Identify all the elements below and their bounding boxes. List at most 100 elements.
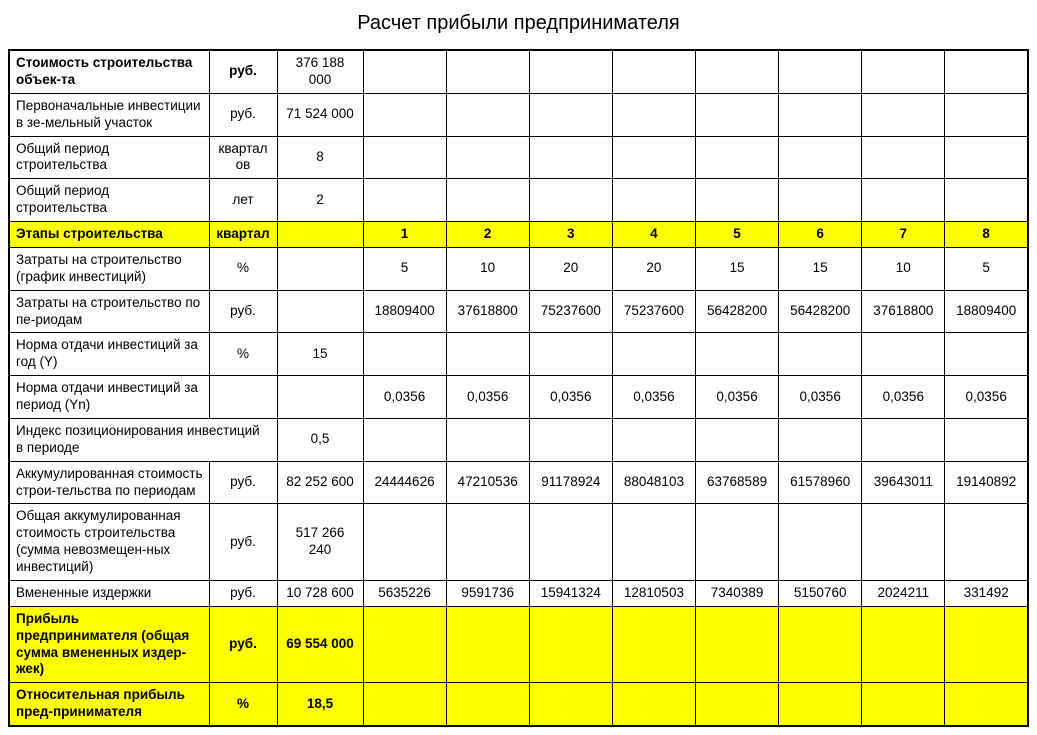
quarter-cell <box>612 418 695 461</box>
quarter-cell: 15 <box>696 247 779 290</box>
row-label: Норма отдачи инвестиций за период (Yn) <box>9 376 209 419</box>
quarter-cell <box>696 179 779 222</box>
row-value: 15 <box>277 333 363 376</box>
quarter-cell <box>945 683 1028 726</box>
row-label: Этапы строительства <box>9 222 209 248</box>
quarter-cell: 9591736 <box>446 580 529 606</box>
quarter-cell <box>862 683 945 726</box>
quarter-cell: 19140892 <box>945 461 1028 504</box>
quarter-cell <box>446 504 529 581</box>
quarter-cell: 24444626 <box>363 461 446 504</box>
quarter-cell <box>612 504 695 581</box>
row-value: 82 252 600 <box>277 461 363 504</box>
row-label: Общая аккумулированная стоимость строите… <box>9 504 209 581</box>
quarter-cell: 37618800 <box>862 290 945 333</box>
quarter-cell <box>696 333 779 376</box>
quarter-cell <box>446 683 529 726</box>
quarter-cell: 3 <box>529 222 612 248</box>
row-label: Вмененные издержки <box>9 580 209 606</box>
quarter-cell: 0,0356 <box>612 376 695 419</box>
quarter-cell <box>945 50 1028 93</box>
row-label: Прибыль предпринимателя (общая сумма вме… <box>9 606 209 683</box>
quarter-cell: 20 <box>529 247 612 290</box>
row-unit: руб. <box>209 606 277 683</box>
quarter-cell <box>363 683 446 726</box>
quarter-cell <box>529 50 612 93</box>
quarter-cell <box>945 606 1028 683</box>
quarter-cell: 20 <box>612 247 695 290</box>
quarter-cell: 10 <box>446 247 529 290</box>
table-row: Индекс позиционирования инвестиций в пер… <box>9 418 1028 461</box>
table-row: Аккумулированная стоимость строи-тельств… <box>9 461 1028 504</box>
quarter-cell: 4 <box>612 222 695 248</box>
row-value: 18,5 <box>277 683 363 726</box>
quarter-cell <box>862 418 945 461</box>
quarter-cell: 2024211 <box>862 580 945 606</box>
quarter-cell: 0,0356 <box>696 376 779 419</box>
quarter-cell <box>779 683 862 726</box>
quarter-cell <box>696 606 779 683</box>
quarter-cell: 12810503 <box>612 580 695 606</box>
row-value <box>277 247 363 290</box>
quarter-cell <box>446 93 529 136</box>
quarter-cell <box>862 136 945 179</box>
row-label: Аккумулированная стоимость строи-тельств… <box>9 461 209 504</box>
quarter-cell <box>446 179 529 222</box>
quarter-cell: 47210536 <box>446 461 529 504</box>
quarter-cell: 39643011 <box>862 461 945 504</box>
row-value <box>277 290 363 333</box>
quarter-cell <box>446 136 529 179</box>
quarter-cell <box>862 606 945 683</box>
row-value: 517 266 240 <box>277 504 363 581</box>
profit-calc-table: Стоимость строительства объек-таруб.376 … <box>8 49 1029 727</box>
quarter-cell: 5 <box>945 247 1028 290</box>
table-row: Общий период строительствакварталов8 <box>9 136 1028 179</box>
quarter-cell <box>696 93 779 136</box>
quarter-cell: 75237600 <box>612 290 695 333</box>
row-unit: руб. <box>209 290 277 333</box>
quarter-cell: 0,0356 <box>862 376 945 419</box>
quarter-cell <box>363 93 446 136</box>
quarter-cell: 56428200 <box>696 290 779 333</box>
row-unit: квартал <box>209 222 277 248</box>
quarter-cell <box>529 683 612 726</box>
table-row: Относительная прибыль пред-принимателя%1… <box>9 683 1028 726</box>
row-value <box>277 222 363 248</box>
quarter-cell <box>945 333 1028 376</box>
quarter-cell: 331492 <box>945 580 1028 606</box>
quarter-cell <box>529 333 612 376</box>
row-label: Затраты на строительство по пе-риодам <box>9 290 209 333</box>
row-unit: % <box>209 333 277 376</box>
quarter-cell <box>779 418 862 461</box>
quarter-cell <box>945 136 1028 179</box>
quarter-cell <box>612 683 695 726</box>
quarter-cell <box>446 418 529 461</box>
page-title: Расчет прибыли предпринимателя <box>8 12 1029 35</box>
quarter-cell <box>529 504 612 581</box>
row-value: 0,5 <box>277 418 363 461</box>
quarter-cell <box>363 333 446 376</box>
row-label: Норма отдачи инвестиций за год (Y) <box>9 333 209 376</box>
quarter-cell: 2 <box>446 222 529 248</box>
quarter-cell: 0,0356 <box>446 376 529 419</box>
quarter-cell: 37618800 <box>446 290 529 333</box>
quarter-cell <box>779 504 862 581</box>
row-value: 10 728 600 <box>277 580 363 606</box>
quarter-cell <box>862 93 945 136</box>
quarter-cell <box>779 179 862 222</box>
quarter-cell <box>779 136 862 179</box>
table-row: Затраты на строительство по пе-риодамруб… <box>9 290 1028 333</box>
quarter-cell <box>779 50 862 93</box>
quarter-cell: 0,0356 <box>945 376 1028 419</box>
quarter-cell <box>696 683 779 726</box>
row-unit: кварталов <box>209 136 277 179</box>
quarter-cell: 8 <box>945 222 1028 248</box>
table-row: Затраты на строительство (график инвести… <box>9 247 1028 290</box>
row-unit: руб. <box>209 580 277 606</box>
quarter-cell <box>862 504 945 581</box>
row-label: Индекс позиционирования инвестиций в пер… <box>9 418 277 461</box>
quarter-cell: 15941324 <box>529 580 612 606</box>
quarter-cell <box>446 50 529 93</box>
quarter-cell: 5150760 <box>779 580 862 606</box>
quarter-cell <box>779 333 862 376</box>
